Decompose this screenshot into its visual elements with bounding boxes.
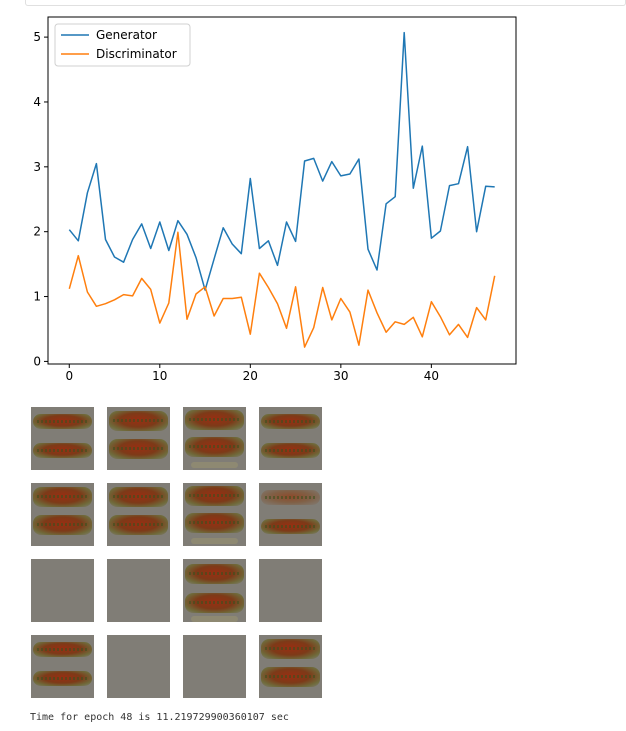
legend: Generator Discriminator bbox=[54, 23, 191, 67]
epoch-time-output: Time for epoch 48 is 11.219729900360107 … bbox=[30, 712, 289, 723]
sample-blob bbox=[261, 519, 320, 534]
sample-blob bbox=[185, 410, 244, 430]
sample-haze bbox=[191, 462, 238, 468]
sample-image bbox=[259, 407, 322, 470]
x-tick-label: 10 bbox=[152, 369, 167, 383]
sample-blob bbox=[33, 443, 92, 458]
sample-blob bbox=[33, 642, 92, 657]
y-tick-label: 2 bbox=[33, 225, 41, 239]
sample-image bbox=[31, 483, 94, 546]
sample-image bbox=[107, 483, 170, 546]
sample-haze bbox=[191, 538, 238, 544]
sample-blob bbox=[261, 490, 320, 505]
sample-image bbox=[183, 635, 246, 698]
sample-image bbox=[107, 559, 170, 622]
y-tick-label: 3 bbox=[33, 160, 41, 174]
sample-image bbox=[183, 407, 246, 470]
legend-label: Generator bbox=[96, 28, 157, 42]
sample-image bbox=[259, 483, 322, 546]
sample-blob bbox=[185, 593, 244, 613]
legend-label: Discriminator bbox=[96, 47, 177, 61]
sample-blob bbox=[185, 564, 244, 584]
series-line-generator bbox=[68, 31, 495, 291]
sample-blob bbox=[109, 411, 168, 431]
sample-blob bbox=[261, 639, 320, 659]
plot-area-frame bbox=[47, 16, 517, 365]
sample-image bbox=[259, 635, 322, 698]
sample-blob bbox=[33, 515, 92, 535]
sample-image bbox=[107, 635, 170, 698]
sample-blob bbox=[261, 443, 320, 458]
sample-image bbox=[31, 559, 94, 622]
sample-blob bbox=[261, 667, 320, 687]
sample-image bbox=[183, 483, 246, 546]
x-axis: 0 10 20 30 40 bbox=[65, 364, 439, 383]
sample-blob bbox=[109, 487, 168, 507]
x-tick-label: 40 bbox=[424, 369, 439, 383]
sample-blob bbox=[185, 437, 244, 457]
sample-blob bbox=[33, 414, 92, 429]
y-tick-label: 0 bbox=[33, 354, 41, 368]
sample-image bbox=[183, 559, 246, 622]
series-line-discriminator bbox=[68, 231, 496, 348]
sample-blob bbox=[109, 439, 168, 459]
sample-image bbox=[31, 635, 94, 698]
sample-blob bbox=[185, 486, 244, 506]
y-axis: 0 1 2 3 4 5 bbox=[33, 30, 48, 368]
series-lines bbox=[68, 31, 496, 348]
y-tick-label: 4 bbox=[33, 95, 41, 109]
y-tick-label: 1 bbox=[33, 290, 41, 304]
axes-frame bbox=[47, 16, 517, 365]
sample-blob bbox=[261, 414, 320, 429]
x-tick-label: 30 bbox=[333, 369, 348, 383]
sample-haze bbox=[191, 616, 238, 622]
sample-blob bbox=[33, 671, 92, 686]
sample-image bbox=[259, 559, 322, 622]
loss-chart: 0 10 20 30 40 0 1 2 3 4 5 Generator Discriminator bbox=[33, 16, 517, 383]
x-tick-label: 20 bbox=[243, 369, 258, 383]
sample-blob bbox=[109, 515, 168, 535]
y-tick-label: 5 bbox=[33, 30, 41, 44]
sample-image bbox=[31, 407, 94, 470]
sample-blob bbox=[185, 513, 244, 533]
x-tick-label: 0 bbox=[65, 369, 73, 383]
sample-blob bbox=[33, 487, 92, 507]
sample-image bbox=[107, 407, 170, 470]
